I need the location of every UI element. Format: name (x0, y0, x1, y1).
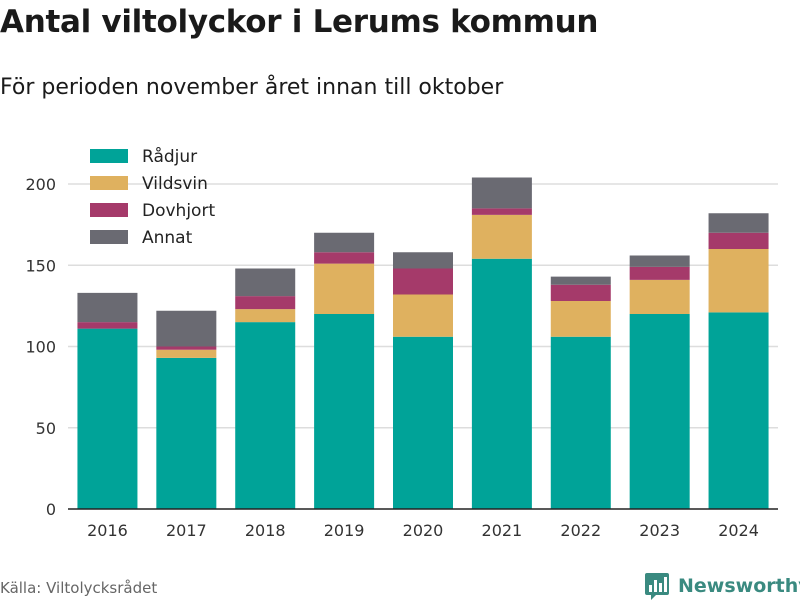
bar-segment (77, 328, 138, 509)
bar-stack-2017 (156, 310, 217, 509)
bar-segment (156, 310, 217, 347)
bar-segment (393, 336, 453, 509)
bar-segment (235, 296, 296, 310)
legend-label: Annat (142, 228, 193, 248)
bar-stacks (77, 177, 769, 509)
bar-segment (550, 276, 611, 285)
chart-subtitle: För perioden november året innan till ok… (0, 75, 504, 100)
bar-segment (235, 309, 296, 323)
legend-swatch (90, 149, 128, 163)
legend-swatch (90, 176, 128, 190)
bar-stack-2024 (708, 213, 769, 509)
brand-name: Newsworthy (678, 575, 800, 597)
bar-segment (314, 252, 375, 264)
bar-chart-logo-icon (645, 573, 669, 600)
bar-stack-2022 (550, 276, 611, 509)
bar-stack-2016 (77, 292, 138, 509)
bar-stack-2020 (393, 252, 453, 509)
bar-stack-2023 (629, 255, 690, 509)
x-tick-label: 2023 (639, 521, 680, 540)
x-tick-label: 2022 (560, 521, 601, 540)
legend-swatch (90, 230, 128, 244)
axes: 0 50 100 150 200 2016 2017 2018 2019 2020 2021 2022… (25, 175, 778, 540)
bar-segment (393, 294, 453, 337)
x-tick-label: 2017 (166, 521, 207, 540)
bar-segment (471, 258, 532, 509)
bar-stack-2021 (471, 177, 532, 509)
bar-segment (314, 314, 375, 509)
bar-segment (393, 252, 453, 269)
bar-segment (77, 292, 138, 323)
bar-segment (156, 346, 217, 350)
bar-segment (156, 349, 217, 358)
y-tick-label: 150 (25, 256, 56, 275)
legend: Rådjur Vildsvin Dovhjort Annat (90, 146, 215, 248)
bar-segment (708, 249, 769, 313)
bar-segment (708, 213, 769, 233)
x-tick-label: 2016 (87, 521, 128, 540)
bar-segment (629, 266, 690, 280)
bar-segment (708, 232, 769, 249)
x-tick-label: 2019 (324, 521, 365, 540)
x-tick-label: 2020 (403, 521, 444, 540)
bar-segment (471, 214, 532, 259)
legend-swatch (90, 203, 128, 217)
bar-segment (393, 268, 453, 295)
y-tick-label: 100 (25, 338, 56, 357)
bar-segment (550, 301, 611, 337)
bar-segment (156, 357, 217, 509)
legend-label: Vildsvin (142, 174, 208, 194)
source-note: Källa: Viltolycksrådet (0, 579, 158, 597)
bar-segment (629, 314, 690, 509)
bar-stack-2019 (314, 232, 375, 509)
bar-segment (629, 255, 690, 267)
y-tick-label: 0 (46, 500, 56, 519)
legend-label: Dovhjort (142, 201, 215, 221)
bar-segment (77, 322, 138, 329)
bar-segment (708, 312, 769, 509)
y-tick-label: 50 (36, 419, 56, 438)
bar-segment (550, 336, 611, 509)
x-tick-label: 2018 (245, 521, 286, 540)
y-tick-label: 200 (25, 175, 56, 194)
bar-segment (629, 279, 690, 314)
bar-segment (314, 263, 375, 314)
legend-label: Rådjur (142, 146, 197, 167)
bar-segment (471, 177, 532, 209)
bar-segment (235, 322, 296, 509)
x-tick-label: 2021 (482, 521, 523, 540)
bar-segment (314, 232, 375, 253)
brand-logo: Newsworthy (644, 571, 800, 601)
bar-stack-2018 (235, 268, 296, 509)
bar-segment (235, 268, 296, 297)
bar-segment (471, 208, 532, 215)
bar-segment (550, 284, 611, 301)
chart-title: Antal viltolyckor i Lerums kommun (0, 4, 599, 40)
x-tick-label: 2024 (718, 521, 759, 540)
